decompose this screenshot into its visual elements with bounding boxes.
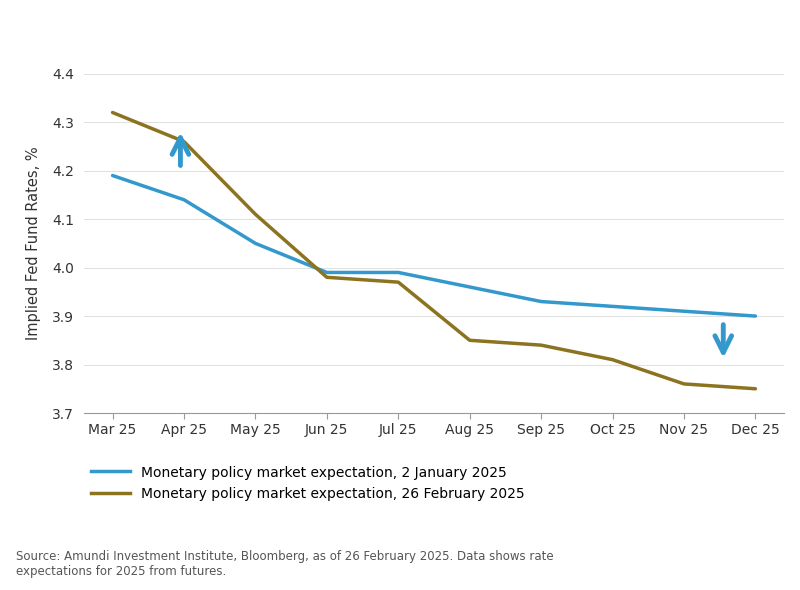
Text: Strong market repricing of Fed rate path (for futures market): Strong market repricing of Fed rate path… — [10, 20, 662, 39]
Y-axis label: Implied Fed Fund Rates, %: Implied Fed Fund Rates, % — [26, 146, 41, 340]
Text: Source: Amundi Investment Institute, Bloomberg, as of 26 February 2025. Data sho: Source: Amundi Investment Institute, Blo… — [16, 550, 554, 578]
Legend: Monetary policy market expectation, 2 January 2025, Monetary policy market expec: Monetary policy market expectation, 2 Ja… — [91, 466, 525, 502]
